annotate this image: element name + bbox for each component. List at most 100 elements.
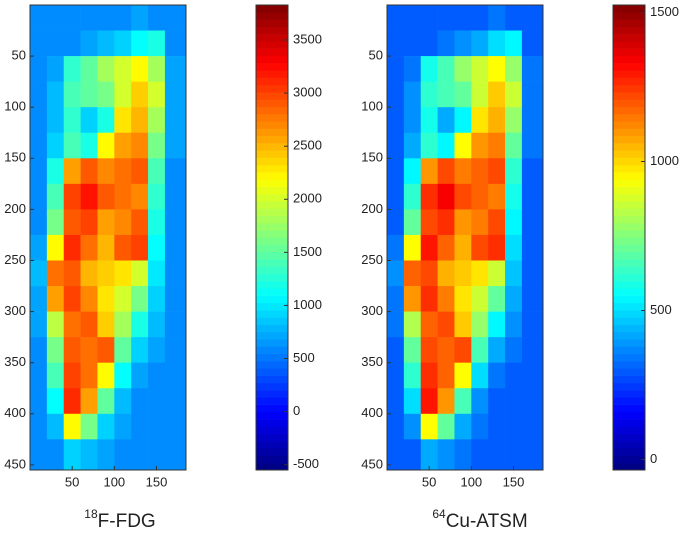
heat-cell: [403, 337, 422, 363]
colorbar-band: [256, 426, 288, 434]
colorbar-band: [256, 19, 288, 28]
heat-cell: [30, 209, 48, 236]
x-tick-label: 50: [65, 474, 79, 489]
heat-cell: [505, 132, 523, 159]
heat-cell: [148, 81, 166, 108]
heat-cell: [148, 388, 166, 415]
heat-cell: [148, 260, 166, 287]
heat-cell: [387, 81, 405, 108]
heat-cell: [148, 5, 166, 31]
heat-cell: [114, 107, 132, 134]
colorbar-band: [256, 222, 288, 231]
heat-cell: [131, 183, 149, 210]
heat-cell: [164, 362, 187, 389]
heat-cell: [437, 286, 455, 312]
colorbar-tick-label: 3500: [293, 31, 322, 46]
heat-cell: [403, 132, 422, 159]
heat-cell: [521, 388, 544, 415]
colorbar-band: [613, 222, 645, 231]
heat-cell: [80, 5, 98, 31]
heat-cell: [521, 286, 544, 312]
heat-cell: [63, 260, 81, 287]
colorbar-band: [613, 411, 645, 420]
heat-cell: [387, 132, 405, 159]
colorbar-frame: [612, 4, 646, 471]
colorbar-band: [256, 5, 288, 13]
colorbar-band: [613, 135, 645, 144]
heat-cell: [420, 234, 438, 261]
heat-cell: [30, 439, 48, 471]
heat-cell: [63, 413, 81, 440]
heat-cell: [164, 234, 187, 261]
heat-cell: [420, 107, 438, 134]
heat-cell: [30, 107, 48, 134]
colorbar-band: [256, 353, 288, 362]
heat-cell: [97, 107, 115, 134]
colorbar-band: [613, 215, 645, 224]
heat-cell: [488, 362, 506, 389]
colorbar-band: [256, 382, 288, 391]
heat-cell: [80, 439, 98, 471]
heat-cell: [80, 209, 98, 236]
heat-cell: [488, 132, 506, 159]
colorbar-band: [256, 121, 288, 129]
heat-cell: [420, 388, 438, 415]
colorbar-band: [613, 252, 645, 260]
colorbar-band: [613, 288, 645, 296]
heat-cell: [63, 5, 81, 31]
colorbar-band: [613, 324, 645, 333]
heat-cell: [471, 413, 489, 440]
heat-cell: [437, 413, 455, 440]
heat-cell: [30, 5, 48, 31]
heat-cell: [403, 107, 422, 134]
colorbar-band: [256, 244, 288, 253]
heat-cell: [488, 413, 506, 440]
heat-cell: [437, 234, 455, 261]
colorbar-band: [256, 77, 288, 86]
heat-cell: [46, 183, 65, 210]
heat-cell: [114, 286, 132, 312]
y-tick-label: 100: [361, 99, 383, 114]
heat-cell: [387, 56, 405, 82]
colorbar-band: [256, 215, 288, 224]
heat-cell: [131, 30, 149, 57]
heat-cell: [488, 183, 506, 210]
heat-cell: [521, 413, 544, 440]
heat-cell: [164, 183, 187, 210]
caption-superscript: 18: [84, 507, 98, 521]
heat-cell: [471, 30, 489, 57]
heat-cell: [80, 260, 98, 287]
heat-cell: [454, 362, 472, 389]
heat-cell: [114, 311, 132, 338]
heat-cell: [164, 56, 187, 82]
colorbar-band: [256, 404, 288, 413]
heat-cell: [131, 286, 149, 312]
heat-cell: [114, 388, 132, 415]
heat-cell: [97, 183, 115, 210]
plot-frame: [29, 4, 187, 471]
heat-cell: [30, 362, 48, 389]
colorbar-band: [256, 34, 288, 42]
colorbar-band: [613, 302, 645, 311]
heat-cell: [80, 132, 98, 159]
x-tick-label: 100: [460, 474, 482, 489]
heat-cell: [488, 286, 506, 312]
heat-cell: [387, 260, 405, 287]
heat-cell: [114, 337, 132, 363]
heat-cell: [46, 337, 65, 363]
heat-cell: [471, 5, 489, 31]
colorbar-band: [256, 390, 288, 398]
heat-cell: [454, 56, 472, 82]
colorbar-band: [613, 172, 645, 180]
colorbar-band: [256, 433, 288, 442]
heat-cell: [164, 209, 187, 236]
heat-cell: [131, 209, 149, 236]
heat-cell: [454, 286, 472, 312]
heat-cell: [471, 183, 489, 210]
heat-cell: [403, 260, 422, 287]
heat-cell: [521, 337, 544, 363]
heat-cell: [437, 209, 455, 236]
heat-cell: [437, 311, 455, 338]
heat-cell: [114, 413, 132, 440]
